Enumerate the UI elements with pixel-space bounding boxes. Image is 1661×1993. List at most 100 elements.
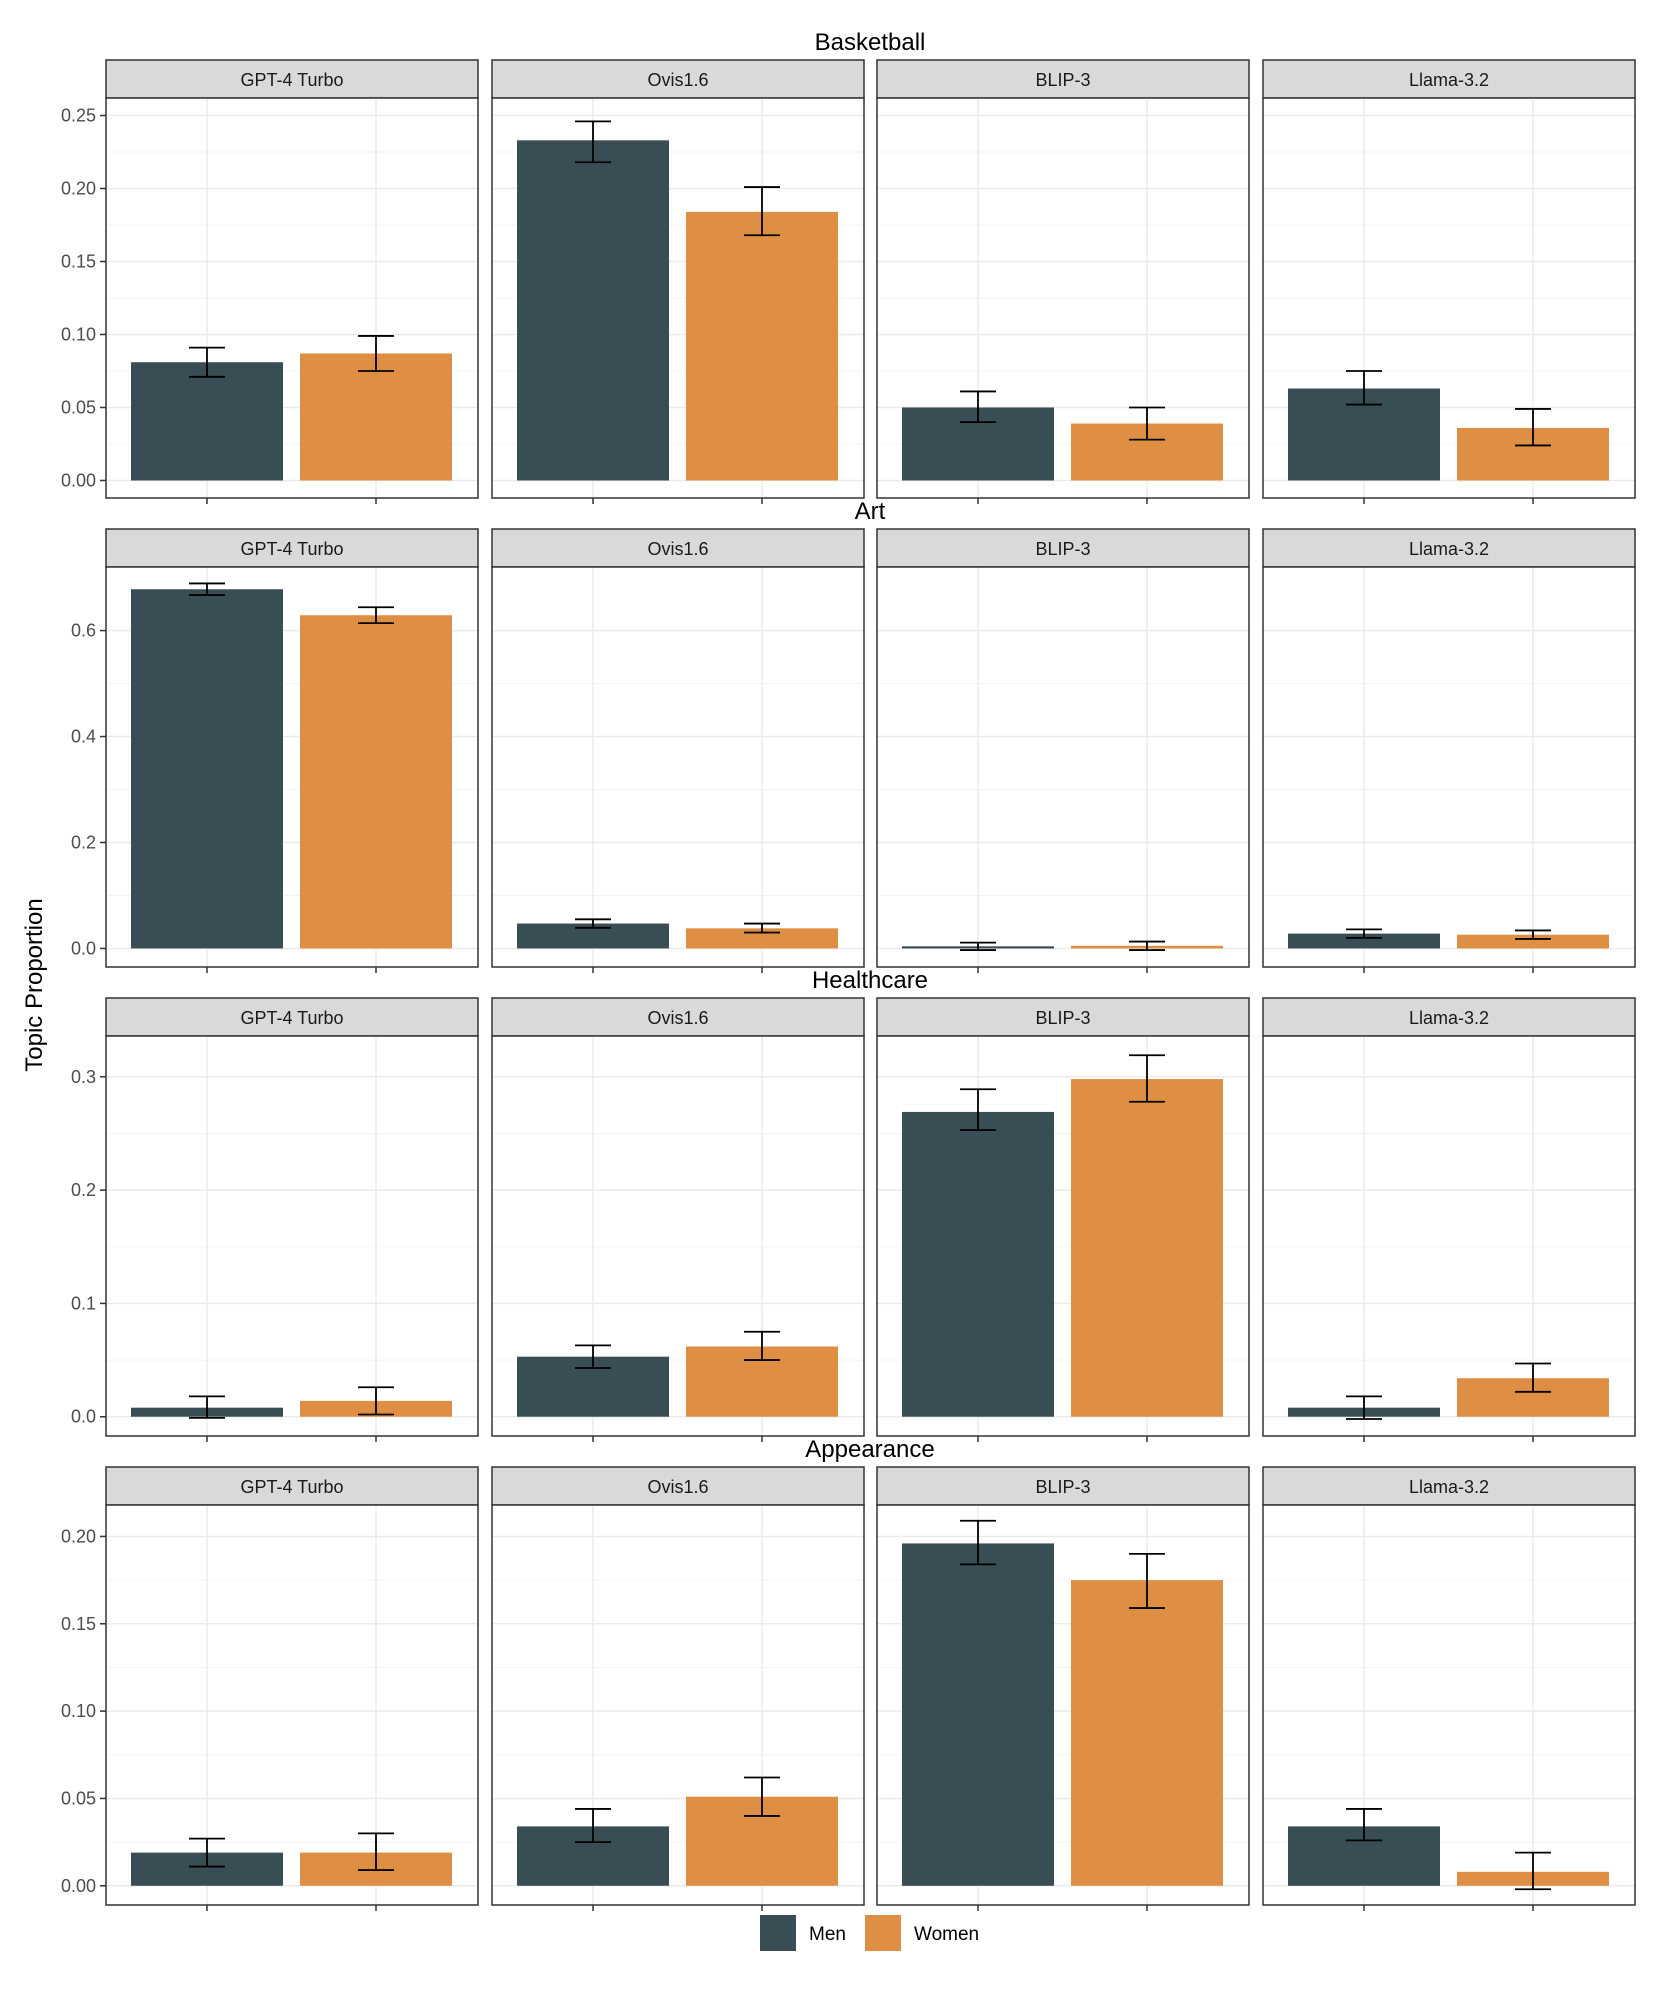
facet-strip [491,1466,865,1506]
panel-border [876,97,1250,499]
panel-border [491,1035,865,1437]
y-tick-label: 0.0 [71,1407,96,1427]
panel-border [876,1035,1250,1437]
y-tick-label: 0.3 [71,1067,96,1087]
panel-border [1262,97,1636,499]
panel-border [491,566,865,968]
y-tick-label: 0.2 [71,832,96,852]
panel-llama-3-2: Llama-3.2 [1262,1466,1636,1911]
panel-border [105,97,479,499]
facet-strip [1262,528,1636,568]
facet-label: Llama-3.2 [1409,1477,1489,1497]
panel-border [1262,1035,1636,1437]
panel-border [105,1035,479,1437]
panel-border [491,1504,865,1906]
bar-women [686,211,838,481]
topic-row-art: Art 0.0 0.2 0.4 0.6 GPT-4 Turbo Ovis1.6 BLIP-3 L… [71,498,1636,973]
y-tick-label: 0.10 [61,324,96,344]
y-tick-label: 0.25 [61,106,96,126]
panel-background [1263,567,1635,967]
bar-men [517,140,669,481]
facet-label: BLIP-3 [1035,70,1090,90]
bar-men [131,362,283,481]
y-tick-label: 0.15 [61,1614,96,1634]
bar-men [902,1111,1054,1417]
facet-strip [876,59,1250,99]
panel-blip-3: BLIP-3 [876,59,1250,504]
facet-strip [491,997,865,1037]
y-tick-label: 0.2 [71,1180,96,1200]
panel-ovis1-6: Ovis1.6 [491,528,865,973]
topic-title: Appearance [805,1436,934,1463]
panel-border [491,97,865,499]
topic-title: Basketball [815,29,926,56]
facet-strip [491,528,865,568]
facet-label: GPT-4 Turbo [240,1477,343,1497]
facet-label: Llama-3.2 [1409,1008,1489,1028]
y-tick-label: 0.00 [61,1876,96,1896]
facet-label: GPT-4 Turbo [240,70,343,90]
legend-label-men: Men [809,1924,846,1945]
y-tick-label: 0.05 [61,1788,96,1808]
y-tick-label: 0.1 [71,1293,96,1313]
legend-key-women [865,1915,901,1951]
legend-label-women: Women [914,1924,979,1945]
panel-background [877,567,1249,967]
panel-background [1263,1036,1635,1436]
facet-strip [491,59,865,99]
topic-row-appearance: Appearance 0.00 0.05 0.10 0.15 0.20 GPT-4 Turb… [61,1436,1636,1911]
panel-blip-3: BLIP-3 [876,997,1250,1442]
facet-label: BLIP-3 [1035,1008,1090,1028]
y-tick-label: 0.20 [61,179,96,199]
panel-gpt-4-turbo: GPT-4 Turbo [105,59,479,504]
facet-label: Llama-3.2 [1409,539,1489,559]
panel-border [105,1504,479,1906]
panel-blip-3: BLIP-3 [876,1466,1250,1911]
facet-strip [105,528,479,568]
panel-border [876,566,1250,968]
panel-border [876,1504,1250,1906]
y-tick-label: 0.10 [61,1701,96,1721]
panel-blip-3: BLIP-3 [876,528,1250,973]
panel-gpt-4-turbo: GPT-4 Turbo [105,997,479,1442]
facet-label: BLIP-3 [1035,1477,1090,1497]
facet-label: Ovis1.6 [647,539,708,559]
facet-label: Ovis1.6 [647,1477,708,1497]
bar-women [300,615,452,949]
bar-men [1288,933,1440,949]
panel-llama-3-2: Llama-3.2 [1262,528,1636,973]
facet-label: BLIP-3 [1035,539,1090,559]
facet-strip [876,528,1250,568]
topic-row-basketball: Basketball 0.00 0.05 0.10 0.15 0.20 0.25 GPT-4 … [61,29,1636,504]
bar-women [686,928,838,949]
panel-background [106,1505,478,1905]
legend-key-men [760,1915,796,1951]
y-tick-label: 0.4 [71,727,96,747]
topic-row-healthcare: Healthcare 0.0 0.1 0.2 0.3 GPT-4 Turbo Ovis1.6… [71,967,1636,1442]
panel-llama-3-2: Llama-3.2 [1262,997,1636,1442]
legend: Men Women [760,1915,979,1951]
panel-ovis1-6: Ovis1.6 [491,997,865,1442]
panel-border [105,566,479,968]
y-tick-label: 0.15 [61,252,96,272]
topic-title: Healthcare [812,967,928,994]
panel-background [106,1036,478,1436]
y-tick-label: 0.00 [61,470,96,490]
facet-strip [876,1466,1250,1506]
facet-strip [1262,1466,1636,1506]
bar-men [131,589,283,949]
bar-men [902,1543,1054,1886]
panel-background [492,567,864,967]
panel-ovis1-6: Ovis1.6 [491,59,865,504]
facet-strip [1262,59,1636,99]
panel-gpt-4-turbo: GPT-4 Turbo [105,528,479,973]
y-tick-label: 0.0 [71,938,96,958]
y-tick-label: 0.05 [61,397,96,417]
facet-strip [1262,997,1636,1037]
facet-label: Llama-3.2 [1409,70,1489,90]
facet-label: Ovis1.6 [647,1008,708,1028]
bar-women [1071,1580,1223,1886]
panel-border [1262,1504,1636,1906]
panel-llama-3-2: Llama-3.2 [1262,59,1636,504]
